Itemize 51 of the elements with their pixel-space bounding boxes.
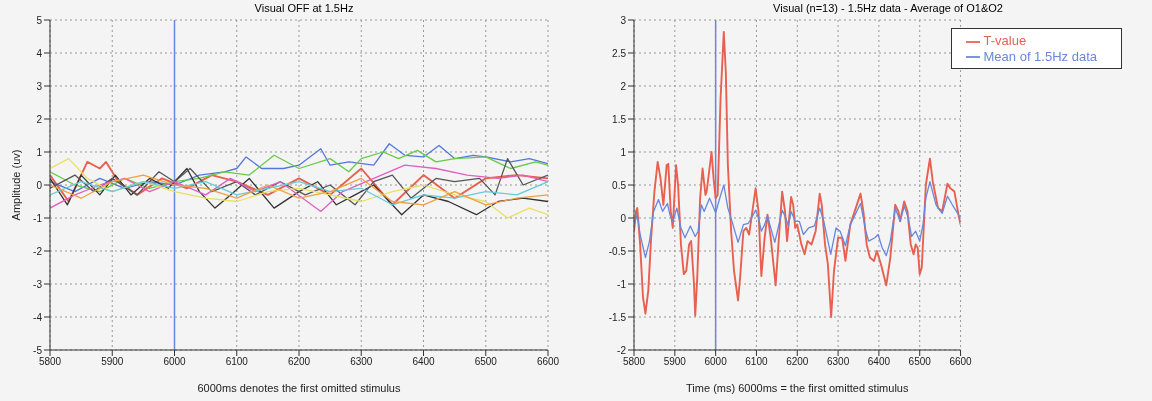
y-tick-label: -4 bbox=[33, 311, 43, 323]
y-tick-label: -1.5 bbox=[608, 311, 627, 323]
line-series bbox=[50, 157, 548, 219]
y-tick-label: 3 bbox=[620, 14, 627, 26]
line-series bbox=[634, 30, 961, 318]
y-tick-label: 4 bbox=[36, 47, 43, 59]
y-tick-label: 2.5 bbox=[612, 47, 627, 59]
y-tick-label: -2 bbox=[33, 245, 43, 257]
x-tick-label: 6000 bbox=[704, 356, 728, 368]
y-tick-label: -2 bbox=[617, 344, 627, 356]
x-tick-label: 5900 bbox=[101, 356, 124, 368]
y-tick-label: -5 bbox=[33, 344, 43, 356]
x-tick-label: 6200 bbox=[786, 356, 809, 368]
x-tick-label: 6400 bbox=[867, 356, 891, 368]
x-axis-title: Time (ms) 6000ms = the first omitted stimulus bbox=[686, 382, 909, 394]
y-tick-label: 2 bbox=[36, 113, 43, 125]
y-tick-label: 0 bbox=[620, 212, 627, 224]
y-tick-label: 3 bbox=[36, 80, 43, 92]
y-axis-title: Amplitude (uv) bbox=[9, 149, 22, 221]
y-tick-label: 0.5 bbox=[612, 179, 627, 191]
y-tick-label: -3 bbox=[33, 278, 43, 290]
line-series bbox=[50, 174, 548, 206]
chart-title: Visual (n=13) - 1.5Hz data - Average of O1&O2 bbox=[772, 1, 1004, 16]
x-tick-label: 6200 bbox=[287, 356, 311, 368]
chart-title: Visual OFF at 1.5Hz bbox=[253, 1, 355, 16]
y-tick-label: -0.5 bbox=[608, 245, 627, 257]
y-tick-label: 1 bbox=[36, 146, 43, 158]
x-tick-label: 6300 bbox=[350, 356, 373, 368]
x-tick-label: 6100 bbox=[745, 356, 769, 368]
x-tick-label: 6600 bbox=[949, 356, 973, 368]
line-series bbox=[50, 181, 548, 206]
y-tick-label: 1.5 bbox=[612, 113, 627, 125]
x-axis-title: 6000ms denotes the first omitted stimulus bbox=[197, 382, 401, 394]
y-tick-label: 5 bbox=[36, 14, 43, 26]
x-tick-label: 6400 bbox=[412, 356, 436, 368]
legend-label: T-value bbox=[983, 33, 1027, 48]
x-tick-label: 6100 bbox=[225, 356, 249, 368]
x-tick-label: 6300 bbox=[826, 356, 850, 368]
x-tick-label: 6600 bbox=[536, 356, 560, 368]
x-tick-label: 6500 bbox=[908, 356, 932, 368]
y-tick-label: -1 bbox=[617, 278, 627, 290]
y-tick-label: 2 bbox=[620, 80, 627, 92]
x-tick-label: 6500 bbox=[474, 356, 498, 368]
x-tick-label: 6000 bbox=[163, 356, 187, 368]
y-tick-label: -1 bbox=[33, 212, 43, 224]
y-tick-label: 1 bbox=[620, 146, 627, 158]
y-tick-label: 0 bbox=[36, 179, 43, 191]
x-tick-label: 5800 bbox=[38, 356, 62, 368]
x-tick-label: 5900 bbox=[663, 356, 687, 368]
legend-label: Mean of 1.5Hz data bbox=[983, 48, 1097, 64]
x-tick-label: 5800 bbox=[622, 356, 646, 368]
